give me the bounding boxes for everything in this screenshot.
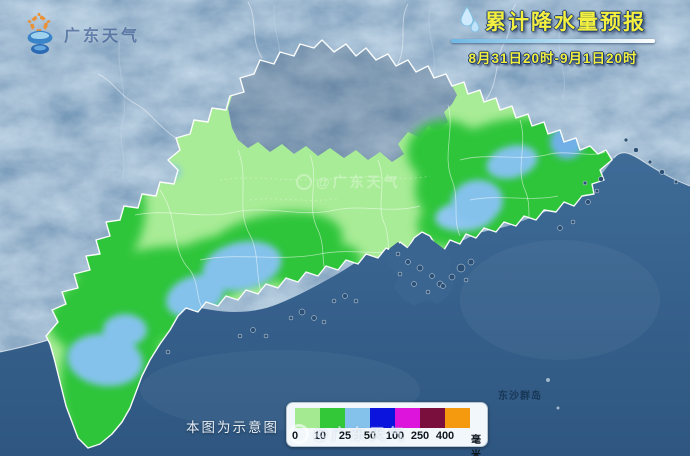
dongsha-islands-label: 东沙群岛: [498, 391, 542, 402]
legend-value: 100: [385, 430, 405, 442]
legend-label-row: 0 10 25 50 100 250 400: [287, 403, 487, 446]
raindrop-icon: [460, 6, 480, 33]
legend-value: 50: [363, 430, 377, 442]
legend-value: 400: [435, 430, 455, 442]
legend-unit: 毫米: [471, 435, 481, 456]
legend-swatch: [420, 408, 445, 428]
legend-value: 0: [291, 430, 299, 442]
legend-swatch: [445, 408, 470, 428]
logo-text: 广东天气: [64, 28, 141, 45]
legend-swatch: [320, 408, 345, 428]
no-rain-terrain-hump: [228, 40, 457, 162]
legend-swatch: [370, 408, 395, 428]
title-block: 累计降水量预报 8月31日20时-9月1日20时: [446, 6, 660, 67]
map-title: 累计降水量预报: [485, 11, 646, 34]
legend-box: 0 10 25 50 100 250 400 毫米: [286, 402, 488, 456]
legend-swatch-row: [295, 408, 470, 428]
legend-note: 本图为示意图: [186, 420, 279, 435]
internal-boundary-lines: [134, 104, 606, 313]
legend-value: 250: [410, 430, 430, 442]
legend-value: 10: [313, 430, 327, 442]
legend-swatch: [295, 408, 320, 428]
title-underline: [451, 39, 655, 43]
forecast-date-range: 8月31日20时-9月1日20时: [468, 51, 638, 66]
dongsha-islands-dots: [546, 378, 560, 410]
legend-swatch: [395, 408, 420, 428]
station-logo: 广东天气: [22, 12, 140, 56]
legend-swatch: [345, 408, 370, 428]
coastal-islands: [165, 137, 679, 355]
logo-icon: [27, 13, 53, 54]
legend-value: 25: [338, 430, 352, 442]
